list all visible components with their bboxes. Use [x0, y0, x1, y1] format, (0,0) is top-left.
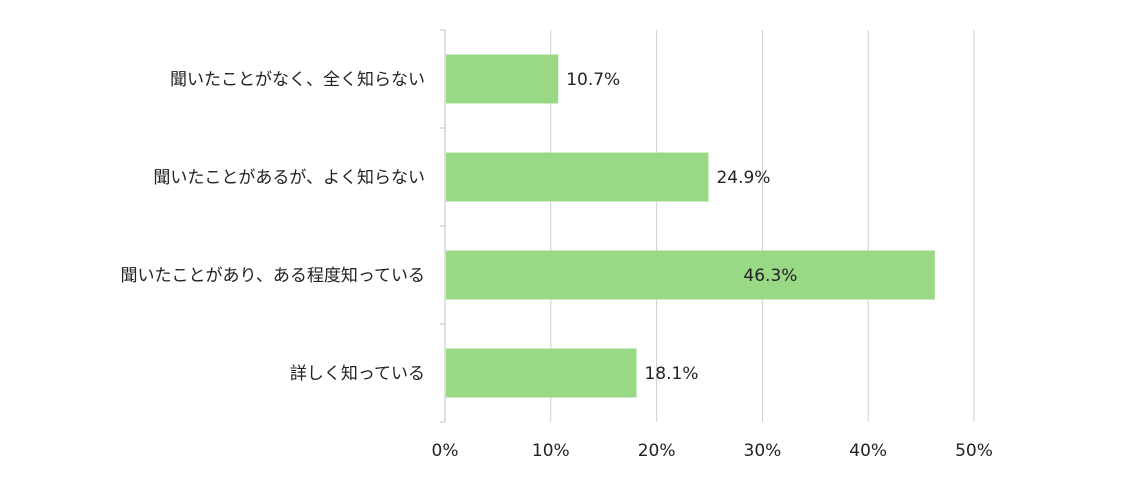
labels: 0% 10% 20% 30% 40% 50% 聞いたことがなく、全く知らない 10.7% 聞いた… — [121, 70, 993, 461]
bar — [446, 348, 637, 398]
x-tick-label: 50% — [955, 441, 993, 461]
data-label: 10.7% — [566, 70, 620, 90]
bar — [446, 152, 709, 202]
x-tick-label: 10% — [532, 441, 570, 461]
x-tick-label: 20% — [638, 441, 676, 461]
data-label: 24.9% — [716, 168, 770, 188]
data-label: 46.3% — [743, 266, 797, 286]
bar — [446, 54, 559, 104]
category-label: 詳しく知っている — [290, 364, 425, 384]
x-tick-label: 0% — [432, 441, 459, 461]
category-label: 聞いたことがあるが、よく知らない — [153, 168, 425, 188]
category-label: 聞いたことがなく、全く知らない — [170, 70, 425, 90]
x-tick-label: 40% — [849, 441, 887, 461]
x-tick-label: 30% — [744, 441, 782, 461]
axes — [440, 29, 446, 423]
bars — [446, 54, 935, 398]
data-label: 18.1% — [644, 364, 698, 384]
category-label: 聞いたことがあり、ある程度知っている — [121, 266, 425, 286]
bar — [446, 250, 935, 300]
